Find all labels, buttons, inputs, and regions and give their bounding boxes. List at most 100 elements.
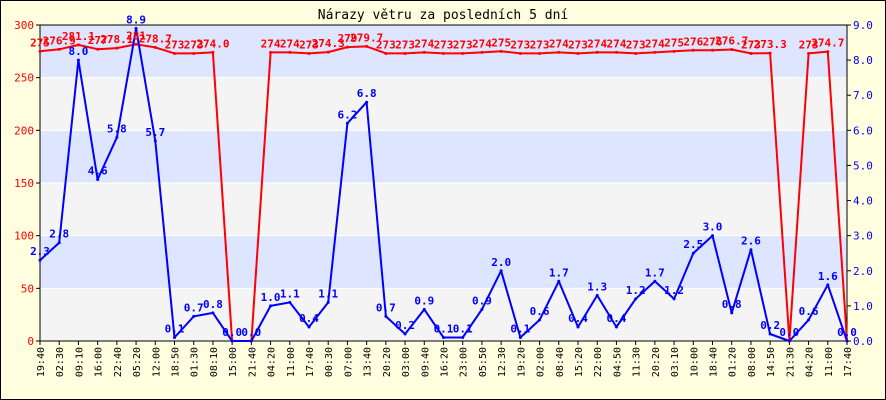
series-right-data-label: 0.7 <box>184 301 204 314</box>
series-left-point <box>518 51 522 55</box>
series-left-data-label: 274 <box>414 37 434 50</box>
series-right-point <box>518 335 522 339</box>
series-right-point <box>288 300 292 304</box>
series-left-point <box>173 51 176 55</box>
x-tick-label: 16:00 <box>94 347 105 377</box>
x-tick-label: 12:30 <box>497 347 508 377</box>
series-left-point <box>384 51 388 55</box>
right-tick-label: 7.0 <box>853 89 873 102</box>
series-left-data-label: 274 <box>645 37 665 50</box>
series-left-data-label: 275 <box>491 36 511 49</box>
x-tick-label: 03:10 <box>670 347 681 377</box>
x-axis-ticks: 19:40 02:30 09:10 16:00 22:40 05:20 12:00 18:50… <box>36 341 854 377</box>
series-right-data-label: 6.8 <box>357 87 377 100</box>
series-right-data-label: 0.1 <box>453 322 473 335</box>
right-tick-label: 2.0 <box>853 265 873 278</box>
series-left-data-label: 274 <box>549 37 569 50</box>
series-left-data-label: 281.1 <box>62 30 95 43</box>
series-left-data-label: 278.7 <box>139 32 172 45</box>
series-right-point <box>76 58 80 62</box>
series-right-point <box>634 297 638 301</box>
x-tick-label: 17:40 <box>305 347 316 377</box>
series-right-data-label: 2.0 <box>491 256 511 269</box>
series-left-point <box>595 50 599 54</box>
series-left-data-label: 273 <box>395 38 415 51</box>
series-right-point <box>576 325 580 329</box>
series-right-data-label: 0.1 <box>434 322 454 335</box>
left-tick-label: 200 <box>14 124 34 137</box>
series-right-point <box>269 304 273 308</box>
series-left-point <box>345 45 349 49</box>
series-right-point <box>211 311 215 315</box>
right-tick-label: 1.0 <box>853 300 873 313</box>
series-left-data-label: 273 <box>453 38 473 51</box>
series-right-point <box>807 318 811 322</box>
right-tick-label: 8.0 <box>853 54 873 67</box>
series-right-data-label: 1.3 <box>587 280 607 293</box>
series-left-data-label: 274 <box>280 37 300 50</box>
series-right-data-label: 0.6 <box>530 305 550 318</box>
x-tick-label: 19:40 <box>36 347 47 377</box>
series-left-data-label: 273 <box>165 38 185 51</box>
series-left-data-label: 274 <box>261 37 281 50</box>
series-right-data-label: 1.2 <box>664 284 684 297</box>
series-right-data-label: 5.7 <box>145 126 165 139</box>
series-right-point <box>422 307 426 311</box>
series-right-point <box>653 279 657 283</box>
series-right-point <box>461 335 465 339</box>
series-left-point <box>711 48 714 52</box>
x-tick-label: 04:50 <box>612 347 623 377</box>
left-tick-label: 250 <box>14 72 34 85</box>
series-right-data-label: 0.7 <box>376 301 396 314</box>
series-left-data-label: 276.9 <box>43 34 76 47</box>
plot-band <box>40 77 847 131</box>
series-left-data-label: 279.7 <box>350 31 383 44</box>
series-left-data-label: 279 <box>337 32 357 45</box>
series-right-data-label: 2.3 <box>30 245 50 258</box>
x-tick-label: 22:40 <box>113 347 124 377</box>
x-tick-label: 22:00 <box>593 347 604 377</box>
series-right-data-label: 0.4 <box>299 312 319 325</box>
series-left-data-label: 273 <box>568 38 588 51</box>
series-right-point <box>115 135 119 139</box>
series-right-data-label: 8.9 <box>126 14 146 27</box>
right-tick-label: 6.0 <box>853 124 873 137</box>
series-left-point <box>422 50 426 54</box>
x-tick-label: 18:40 <box>709 347 720 377</box>
series-right-data-label: 1.0 <box>261 291 281 304</box>
x-tick-label: 02:00 <box>536 347 547 377</box>
series-right-data-label: 0.1 <box>510 322 530 335</box>
series-right-point <box>499 269 503 273</box>
series-left-point <box>826 50 830 54</box>
x-tick-label: 02:30 <box>55 347 66 377</box>
series-right-point <box>153 139 157 143</box>
left-tick-label: 0 <box>27 335 34 348</box>
x-tick-label: 19:20 <box>516 347 527 377</box>
series-right-point <box>192 314 196 318</box>
x-tick-label: 11:00 <box>286 347 297 377</box>
x-tick-label: 20:20 <box>651 347 662 377</box>
right-axis-ticks: 0.0 1.0 2.0 3.0 4.0 5.0 6.0 7.0 8.0 9.0 <box>847 19 873 348</box>
right-tick-label: 9.0 <box>853 19 873 32</box>
series-right-data-label: 6.2 <box>337 108 357 121</box>
series-right-data-label: 2.5 <box>683 238 703 251</box>
x-tick-label: 05:20 <box>132 347 143 377</box>
series-right-point <box>538 318 542 322</box>
x-tick-label: 09:40 <box>420 347 431 377</box>
series-left-data-label: 276 <box>703 35 723 48</box>
series-left-data-label: 275 <box>30 36 50 49</box>
series-left-point <box>672 49 676 53</box>
x-tick-label: 10:00 <box>689 347 700 377</box>
series-left-data-label: 277 <box>88 34 108 47</box>
right-tick-label: 5.0 <box>853 159 873 172</box>
series-right-point <box>442 335 445 339</box>
series-left-data-label: 273 <box>530 38 550 51</box>
x-tick-label: 15:00 <box>228 347 239 377</box>
x-tick-label: 14:50 <box>766 347 777 377</box>
series-right-data-label: 0.0 <box>222 326 242 339</box>
series-left-data-label: 273 <box>510 38 530 51</box>
x-tick-label: 08:10 <box>209 347 220 377</box>
x-tick-label: 00:30 <box>324 347 335 377</box>
series-right-point <box>711 234 714 238</box>
